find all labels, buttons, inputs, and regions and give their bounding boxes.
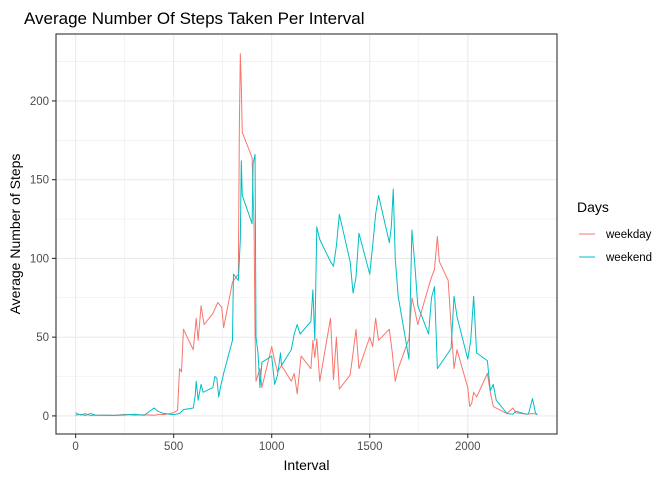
x-tick-label: 0 [72,441,78,453]
series-layer [75,53,538,417]
x-tick-label: 1000 [259,441,285,453]
y-tick-label: 200 [30,96,49,108]
x-tick-label: 500 [164,441,183,453]
y-tick-label: 100 [30,253,49,265]
chart-title: Average Number Of Steps Taken Per Interv… [24,9,365,28]
legend-label-weekday: weekday [605,229,652,241]
x-tick-label: 1500 [357,441,383,453]
grid [56,34,557,434]
y-tick-label: 150 [30,175,49,187]
plot-panel-border [55,33,558,435]
legend-title: Days [577,199,609,215]
legend: Days weekday weekend [577,199,652,264]
series-line-weekday [75,53,538,417]
y-tick-label: 50 [36,332,49,344]
x-axis-title: Interval [284,457,330,473]
x-tick-label: 2000 [455,441,481,453]
legend-label-weekend: weekend [605,252,652,264]
series-line-weekend [75,153,538,416]
axis-ticks: 0 500 1000 1500 2000 0 50 100 150 200 [30,96,481,453]
y-axis-title: Average Number of Steps [7,154,23,315]
y-tick-label: 0 [43,411,49,423]
